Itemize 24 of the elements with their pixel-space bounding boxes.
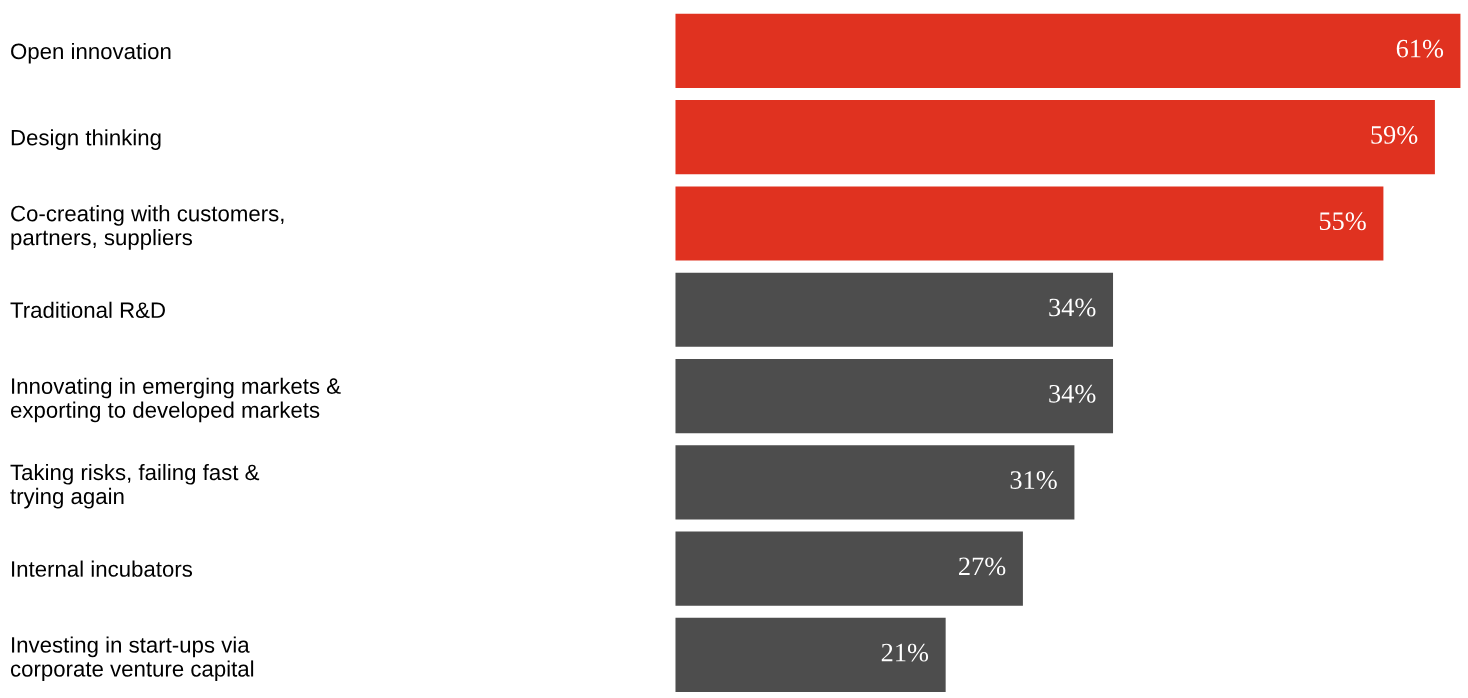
data-label: 34% <box>1049 384 1096 403</box>
bar <box>675 531 1023 606</box>
bar <box>675 445 1075 520</box>
y-tick-label: Investing in start-ups via corporate venture capital <box>10 636 254 682</box>
y-tick-label: Traditional R&D <box>10 301 165 319</box>
data-label: 59% <box>1371 126 1418 144</box>
y-tick-label: Innovating in emerging markets & exporting to developed markets <box>10 377 341 423</box>
bar <box>675 617 946 692</box>
y-tick-label: Taking risks, failing fast & trying again <box>10 463 260 509</box>
bar <box>675 272 1114 347</box>
data-label: 21% <box>881 643 929 662</box>
y-tick-label: Open innovation <box>11 42 171 64</box>
data-label: 55% <box>1319 212 1366 231</box>
data-label: 27% <box>959 557 1006 576</box>
bar <box>675 358 1114 434</box>
y-tick-label: Design thinking <box>11 129 161 150</box>
data-label: 34% <box>1049 298 1096 317</box>
data-label: 31% <box>1010 471 1057 490</box>
bar <box>675 13 1461 89</box>
y-tick-label: Internal incubators <box>12 560 193 577</box>
bar <box>675 100 1435 175</box>
bar <box>675 186 1384 261</box>
y-tick-label: Co-creating with customers, partners, suppliers <box>11 205 284 250</box>
data-label: 61% <box>1396 39 1444 58</box>
